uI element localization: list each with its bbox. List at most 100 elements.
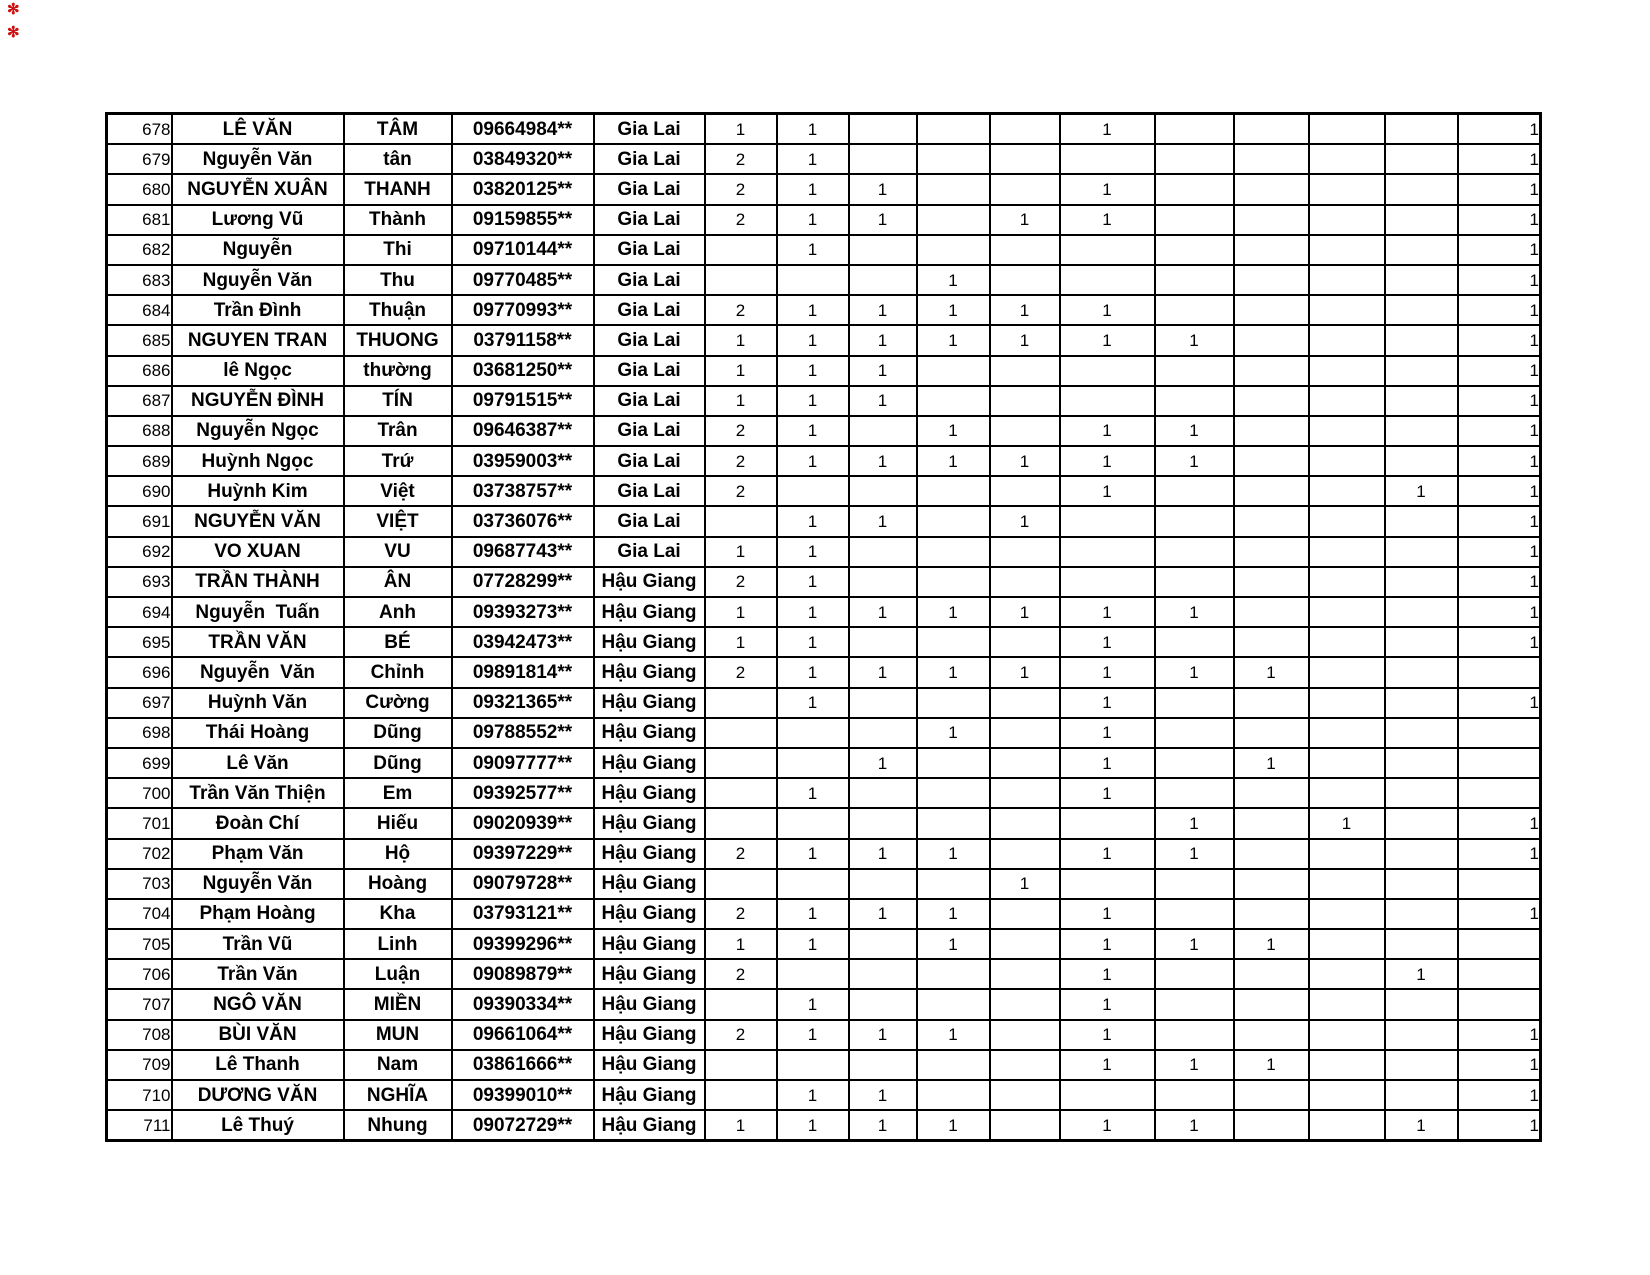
count-cell-3 [847,414,918,448]
count-cell-3: 1 [847,595,918,629]
count-cell-5 [988,928,1061,961]
table-row: 704 Phạm Hoàng Kha 03793121** Hậu Giang … [105,897,1542,931]
province-cell: Hậu Giang [592,867,706,900]
count-cell-5 [988,414,1061,448]
row-number-cell: 686 [105,354,173,387]
count-cell-2: 1 [775,535,850,568]
count-cell-6: 1 [1058,656,1156,689]
count-cell-10 [1383,1048,1459,1082]
given-name-cell: MUN [342,1018,453,1051]
province-cell: Hậu Giang [592,595,706,629]
count-cell-6: 1 [1058,203,1156,236]
count-cell-3 [847,475,918,508]
count-cell-10 [1383,505,1459,538]
count-cell-6 [1058,354,1156,387]
family-name-cell: Trần Văn Thiện [170,777,345,810]
count-cell-6: 1 [1058,445,1156,478]
count-cell-2: 1 [775,1018,850,1051]
phone-cell: 03793121** [450,897,595,931]
count-cell-10 [1383,746,1459,780]
count-cell-7 [1153,263,1235,297]
row-number-cell: 700 [105,777,173,810]
table-row: 703 Nguyễn Văn Hoàng 09079728** Hậu Gian… [105,867,1542,900]
count-cell-7: 1 [1153,595,1235,629]
row-number-cell: 710 [105,1078,173,1112]
count-cell-1 [703,807,778,840]
row-number-cell: 698 [105,716,173,749]
phone-cell: 03849320** [450,143,595,176]
phone-cell: 07728299** [450,565,595,599]
count-cell-2: 1 [775,837,850,870]
province-cell: Gia Lai [592,414,706,448]
count-cell-1 [703,988,778,1021]
province-cell: Gia Lai [592,324,706,357]
count-cell-3 [847,565,918,599]
count-cell-5: 1 [988,867,1061,900]
row-number-cell: 685 [105,324,173,357]
count-cell-11: 1 [1456,837,1542,870]
count-cell-7 [1153,897,1235,931]
count-cell-1 [703,686,778,719]
province-cell: Gia Lai [592,505,706,538]
count-cell-1: 2 [703,837,778,870]
given-name-cell: Thành [342,203,453,236]
count-cell-6: 1 [1058,686,1156,719]
count-cell-5 [988,626,1061,659]
family-name-cell: Huỳnh Kim [170,475,345,508]
count-cell-10 [1383,626,1459,659]
count-cell-1 [703,1078,778,1112]
given-name-cell: Nhung [342,1109,453,1142]
count-cell-6: 1 [1058,475,1156,508]
count-cell-9 [1307,173,1386,206]
row-number-cell: 693 [105,565,173,599]
count-cell-2: 1 [775,656,850,689]
count-cell-6 [1058,1078,1156,1112]
phone-cell: 09399010** [450,1078,595,1112]
count-cell-11 [1456,716,1542,749]
count-cell-1: 2 [703,203,778,236]
count-cell-2: 1 [775,565,850,599]
row-number-cell: 684 [105,294,173,327]
family-name-cell: Nguyễn Tuấn [170,595,345,629]
count-cell-9 [1307,716,1386,749]
family-name-cell: TRẦN THÀNH [170,565,345,599]
count-cell-9 [1307,837,1386,870]
row-number-cell: 680 [105,173,173,206]
count-cell-5 [988,384,1061,417]
count-cell-4: 1 [915,324,991,357]
count-cell-2: 1 [775,928,850,961]
table-row: 705 Trần Vũ Linh 09399296** Hậu Giang 1 … [105,928,1542,961]
count-cell-8 [1232,324,1310,357]
count-cell-10 [1383,1078,1459,1112]
count-cell-7 [1153,294,1235,327]
count-cell-11: 1 [1456,565,1542,599]
given-name-cell: Em [342,777,453,810]
table-row: 710 DƯƠNG VĂN NGHĨA 09399010** Hậu Giang… [105,1078,1542,1112]
count-cell-3: 1 [847,445,918,478]
count-cell-6 [1058,807,1156,840]
count-cell-9 [1307,1048,1386,1082]
count-cell-5 [988,112,1061,146]
family-name-cell: NGUYỄN VĂN [170,505,345,538]
count-cell-6: 1 [1058,414,1156,448]
table-row: 702 Phạm Văn Hộ 09397229** Hậu Giang 2 1… [105,837,1542,870]
province-cell: Gia Lai [592,263,706,297]
given-name-cell: Luận [342,958,453,991]
count-cell-9 [1307,746,1386,780]
count-cell-6: 1 [1058,897,1156,931]
count-cell-11: 1 [1456,203,1542,236]
table-row: 686 lê Ngọc thường 03681250** Gia Lai 1 … [105,354,1542,387]
count-cell-10 [1383,1018,1459,1051]
count-cell-1 [703,263,778,297]
count-cell-3: 1 [847,656,918,689]
count-cell-5 [988,777,1061,810]
count-cell-4: 1 [915,595,991,629]
count-cell-7: 1 [1153,656,1235,689]
count-cell-7 [1153,505,1235,538]
table-row: 701 Đoàn Chí Hiếu 09020939** Hậu Giang 1… [105,807,1542,840]
count-cell-4 [915,384,991,417]
count-cell-4: 1 [915,414,991,448]
count-cell-7 [1153,203,1235,236]
count-cell-5 [988,354,1061,387]
row-number-cell: 709 [105,1048,173,1082]
